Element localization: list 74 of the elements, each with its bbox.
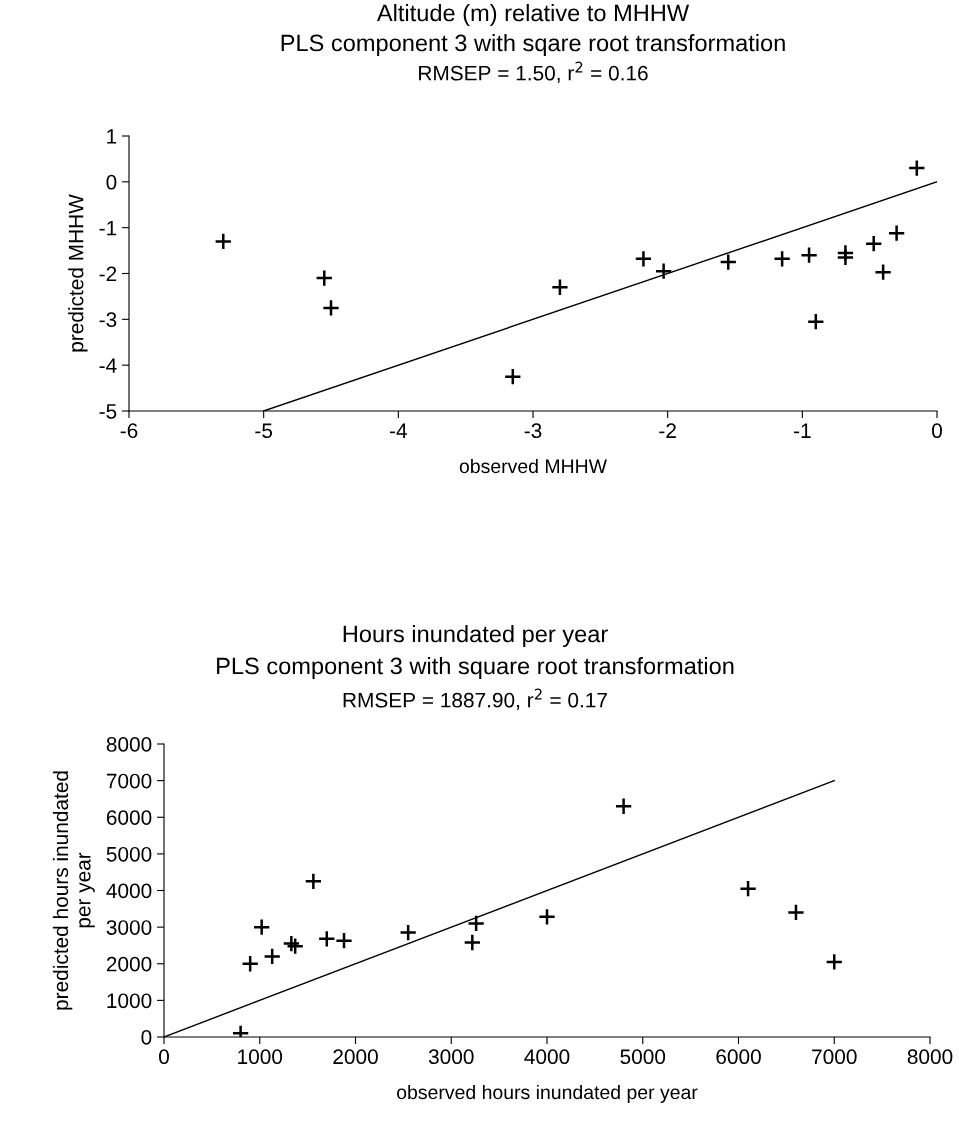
y-tick-label: -4 xyxy=(99,358,117,373)
y-tick-label: 1 xyxy=(107,129,117,144)
y-axis-title: predicted MHHW xyxy=(68,194,88,352)
y-tick-label: 6000 xyxy=(106,810,152,825)
y-tick-label: 0 xyxy=(141,1030,152,1045)
x-tick-label: 6000 xyxy=(716,1049,761,1065)
y-tick-label: 2000 xyxy=(106,956,152,972)
chart-title: Altitude (m) relative to MHHW xyxy=(376,4,690,26)
point xyxy=(800,246,818,265)
point xyxy=(874,263,893,282)
point xyxy=(263,947,282,966)
point xyxy=(241,954,260,973)
y-tick-label: 7000 xyxy=(106,773,152,789)
y-axis-title: predicted hours inundated per year xyxy=(52,771,95,1010)
text: RMSEP = 1887.90, r$^{2}$ = 0.17 xyxy=(343,688,607,711)
point xyxy=(654,262,673,281)
point xyxy=(887,224,906,243)
y-tick-label: 4000 xyxy=(106,883,152,899)
y-tick-label: -2 xyxy=(99,266,117,282)
point xyxy=(907,159,926,177)
point xyxy=(467,914,486,933)
x-tick-label: 0 xyxy=(159,1049,169,1065)
x-tick-label: 7000 xyxy=(812,1049,857,1065)
x-tick-label: 8000 xyxy=(907,1049,953,1065)
point xyxy=(836,248,855,267)
y-tick-label: 1000 xyxy=(107,993,152,1009)
point xyxy=(315,269,334,287)
point xyxy=(864,234,883,253)
chart-subtitle: PLS component 3 with square root transformation xyxy=(217,656,734,680)
point xyxy=(322,298,340,317)
x-tick-label: -1 xyxy=(794,423,811,438)
point xyxy=(634,249,653,268)
x-tick-label: 5000 xyxy=(620,1049,666,1065)
point xyxy=(787,903,805,922)
point xyxy=(399,923,418,942)
point xyxy=(825,953,844,971)
y-tick-label: -5 xyxy=(99,404,117,419)
x-tick-label: -6 xyxy=(120,423,138,439)
x-tick-label: -3 xyxy=(524,423,542,439)
x-tick-label: -4 xyxy=(390,423,407,438)
point xyxy=(286,937,305,956)
y-tick-label: 5000 xyxy=(106,846,152,862)
point xyxy=(463,933,482,952)
point xyxy=(304,872,323,891)
y-tick-label: 8000 xyxy=(106,737,152,752)
x-axis-title: observed hours inundated per year xyxy=(397,1084,698,1104)
point xyxy=(282,934,301,953)
point xyxy=(719,253,738,271)
point xyxy=(739,879,757,898)
x-tick-label: 0 xyxy=(932,423,942,439)
point xyxy=(773,249,792,268)
y-tick-label: 3000 xyxy=(106,920,152,935)
y-tick-label: 0 xyxy=(106,174,117,190)
text: RMSEP = 1.50, r$^{2}$ = 0.16 xyxy=(419,61,648,84)
x-tick-label: -2 xyxy=(659,423,676,438)
y-tick-label: -3 xyxy=(99,312,117,328)
x-tick-label: 1000 xyxy=(238,1049,283,1065)
chart-title: Hours inundated per year xyxy=(343,624,608,648)
point xyxy=(551,278,569,297)
point xyxy=(252,918,271,937)
x-tick-label: 3000 xyxy=(428,1049,474,1065)
point xyxy=(614,797,633,816)
chart-subtitle: PLS component 3 with sqare root transformation xyxy=(281,34,785,56)
point xyxy=(335,931,353,950)
point xyxy=(538,907,556,926)
point xyxy=(503,367,522,386)
point xyxy=(214,232,233,251)
x-tick-label: -5 xyxy=(255,423,273,439)
x-tick-label: 2000 xyxy=(333,1049,378,1065)
y-tick-label: -1 xyxy=(99,220,117,236)
x-tick-label: 4000 xyxy=(524,1049,570,1065)
point xyxy=(806,312,825,331)
point xyxy=(317,929,336,948)
x-axis-title: observed MHHW xyxy=(459,458,607,474)
